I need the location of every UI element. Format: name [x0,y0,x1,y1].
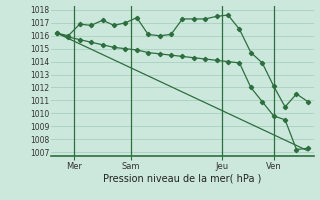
X-axis label: Pression niveau de la mer( hPa ): Pression niveau de la mer( hPa ) [103,173,261,183]
